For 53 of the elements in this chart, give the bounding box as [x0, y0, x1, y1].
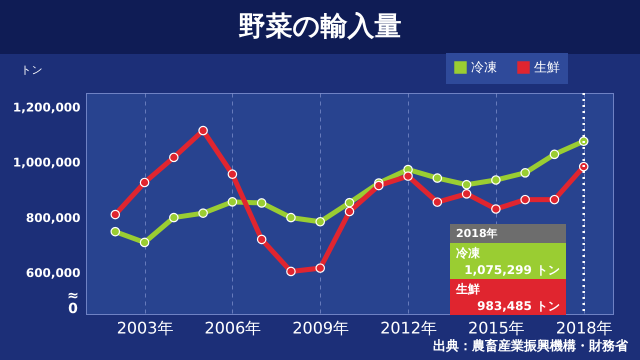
point — [140, 238, 150, 248]
text: ≈ 0 — [66, 288, 80, 317]
point — [228, 169, 238, 179]
point — [286, 212, 296, 222]
point — [256, 234, 266, 244]
annotation: 2018年 — [450, 224, 566, 243]
legend-label: 生鮮 — [534, 60, 560, 76]
point — [198, 208, 208, 218]
x-tick-label: 2003年 — [116, 318, 174, 338]
y-tick-label: 1,000,000 — [12, 156, 80, 170]
point — [228, 197, 238, 207]
point — [550, 194, 560, 204]
annotation: 1,075,299 トン — [463, 262, 560, 279]
point — [315, 263, 326, 273]
point — [110, 210, 120, 220]
point — [578, 136, 589, 146]
point — [169, 212, 179, 222]
chart-title: 野菜の輸入量 — [0, 0, 640, 54]
point — [550, 150, 560, 160]
annotation: 生鮮 — [456, 281, 481, 298]
point — [491, 204, 501, 214]
legend-label: 冷凍 — [471, 60, 497, 76]
point — [344, 206, 354, 216]
point — [462, 189, 472, 199]
point — [403, 171, 413, 181]
point — [256, 198, 266, 208]
point — [432, 197, 442, 207]
y-tick-label: 600,000 — [26, 266, 80, 280]
y-tick-label: 1,200,000 — [12, 100, 80, 114]
point — [110, 226, 120, 236]
y-tick-label: 800,000 — [26, 210, 80, 225]
annotation: 冷凍 — [456, 245, 481, 262]
point — [374, 180, 384, 190]
point — [169, 152, 179, 162]
point — [344, 198, 354, 208]
x-tick-label: 2006年 — [204, 318, 262, 338]
x-tick-label: 2015年 — [468, 318, 525, 338]
x-tick-label: 2018年 — [556, 318, 613, 338]
point — [432, 173, 442, 183]
point — [286, 266, 296, 276]
y-axis-title: トン — [20, 64, 42, 76]
annotation: 983,485 トン — [476, 298, 560, 315]
point — [578, 162, 589, 172]
point — [140, 178, 150, 188]
point — [520, 168, 530, 178]
x-tick-label: 2012年 — [380, 318, 437, 338]
source-note: 出典：農畜産業振興機構・財務省 — [433, 338, 628, 355]
point — [462, 180, 472, 190]
point — [520, 194, 530, 204]
point — [491, 175, 501, 185]
point — [315, 216, 326, 227]
x-tick-label: 2009年 — [292, 318, 350, 338]
point — [198, 126, 208, 136]
